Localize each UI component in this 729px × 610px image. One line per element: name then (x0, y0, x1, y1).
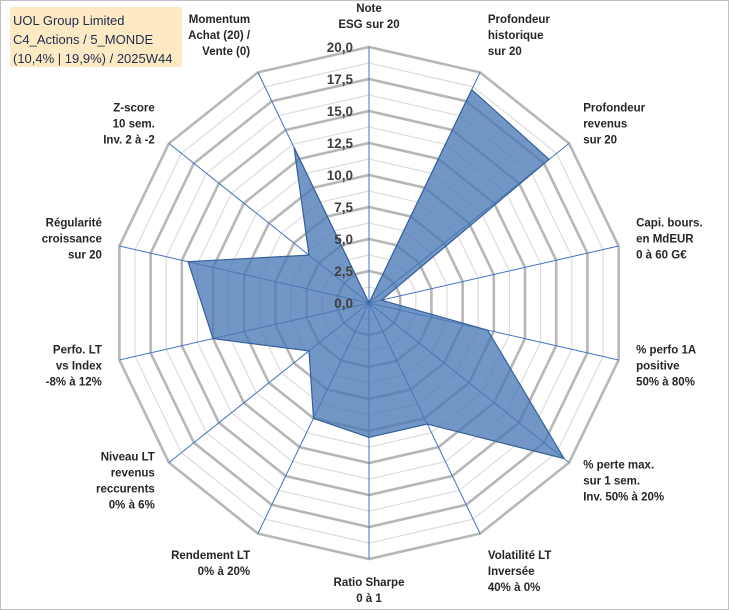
axis-label-line: Z-score (113, 103, 155, 115)
axis-spoke (368, 245, 619, 304)
axis-label-line: sur 20 (488, 46, 522, 58)
title-box: UOL Group Limited C4_Actions / 5_MONDE (… (10, 7, 182, 67)
axis-label-line: % perte max. (583, 459, 654, 471)
axis-label-line: 0% à 6% (109, 499, 155, 511)
axis-label-line: revenus (583, 119, 627, 131)
axis-label-line: ESG sur 20 (338, 19, 399, 31)
axis-label-line: Momentum (189, 14, 250, 26)
tick-label: 17,5 (327, 72, 354, 87)
axis-label-line: Profondeur (488, 14, 550, 26)
axis-label-line: Inversée (488, 566, 535, 578)
axis-label-line: en MdEUR (636, 233, 694, 245)
axis-label: Régularité croissance sur 20 (42, 217, 102, 261)
axis-label-line: Rendement LT (171, 550, 250, 562)
axis-label-line: sur 20 (583, 135, 617, 147)
series-layer (187, 88, 566, 460)
axis-label-line: 0% à 20% (198, 566, 250, 578)
title-line-3: (10,4% | 19,9%) / 2025W44 (13, 51, 173, 66)
axis-label-line: revenus (111, 467, 155, 479)
tick-label: 15,0 (327, 104, 353, 119)
tick-label: 20,0 (327, 40, 353, 55)
axis-label-line: sur 20 (68, 249, 102, 261)
axis-label-line: Capi. bours. (636, 217, 702, 229)
axis-label: Z-score 10 sem. Inv. 2 à -2 (103, 103, 155, 147)
axis-label: Rendement LT 0% à 20% (171, 550, 250, 578)
axis-label-line: sur 1 sem. (583, 475, 640, 487)
axis-label: Perfo. LT vs Index -8% à 12% (46, 345, 103, 389)
axis-label-line: 10 sem. (113, 119, 155, 131)
axis-label: % perfo 1A positive 50% à 80% (636, 345, 696, 389)
series-area (187, 88, 566, 460)
axis-label: Profondeur revenus sur 20 (583, 103, 645, 147)
axis-label: Momentum Achat (20) / Vente (0) (188, 14, 251, 58)
tick-label: 10,0 (327, 168, 353, 183)
axis-label: Note ESG sur 20 (338, 3, 399, 31)
axis-label-line: Niveau LT (101, 451, 155, 463)
axis-label-line: -8% à 12% (46, 377, 102, 389)
tick-labels: 0,0 2,5 5,0 7,5 10,0 12,5 15,0 17,5 20,0 (327, 40, 354, 311)
axis-label-line: reccurents (96, 483, 155, 495)
tick-label: 7,5 (334, 200, 353, 215)
axis-label: Niveau LT revenus reccurents 0% à 6% (96, 451, 155, 511)
axis-label-line: 50% à 80% (636, 377, 695, 389)
tick-label: 2,5 (334, 264, 353, 279)
axis-label-line: Volatilité LT (488, 550, 551, 562)
axis-label-line: Vente (0) (202, 46, 250, 58)
tick-label: 0,0 (334, 296, 353, 311)
axis-label: Profondeur historique sur 20 (488, 14, 550, 58)
axis-labels: Note ESG sur 20 Profondeur historique sur 20… (42, 3, 703, 605)
axis-label: % perte max. sur 1 sem. Inv. 50% à 20% (583, 459, 664, 503)
axis-label-line: Perfo. LT (53, 345, 102, 357)
axis-label-line: historique (488, 30, 544, 42)
axis-label-line: 0 à 1 (356, 593, 382, 605)
axis-label: Capi. bours. en MdEUR 0 à 60 G€ (636, 217, 702, 261)
axis-label-line: Achat (20) / (188, 30, 251, 42)
tick-label: 12,5 (327, 136, 354, 151)
title-line-1: UOL Group Limited (13, 13, 125, 28)
axis-label-line: Inv. 50% à 20% (583, 491, 664, 503)
axis-label-line: 40% à 0% (488, 582, 540, 594)
tick-label: 5,0 (334, 232, 353, 247)
axis-label: Volatilité LT Inversée 40% à 0% (488, 550, 551, 594)
axis-label-line: Ratio Sharpe (334, 577, 405, 589)
axis-label-line: vs Index (56, 361, 103, 373)
axis-label-line: 0 à 60 G€ (636, 249, 687, 261)
axis-label-line: croissance (42, 233, 102, 245)
axis-label-line: Note (356, 3, 382, 15)
axis-label-line: Régularité (46, 217, 102, 229)
axis-label-line: Inv. 2 à -2 (103, 135, 155, 147)
title-line-2: C4_Actions / 5_MONDE (13, 32, 154, 47)
axis-label-line: Profondeur (583, 103, 645, 115)
axis-label-line: % perfo 1A (636, 345, 696, 357)
axis-label-line: positive (636, 361, 679, 373)
axis-label: Ratio Sharpe 0 à 1 (334, 577, 405, 605)
